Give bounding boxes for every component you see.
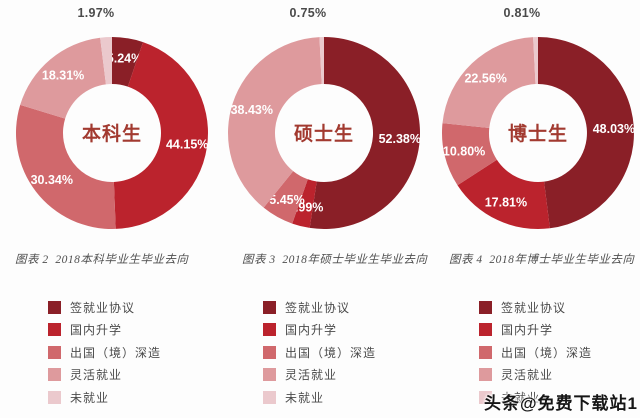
legend-label: 出国（境）深造	[70, 345, 162, 360]
chart-caption-undergraduate: 图表 2 2018本科毕业生毕业去向	[15, 254, 189, 266]
donut-center-label: 本科生	[82, 122, 142, 145]
legend-column-undergraduate: 签就业协议国内升学出国（境）深造 灵活就业未就业	[48, 296, 238, 409]
legend-label: 灵活就业	[285, 368, 338, 383]
legend-label: 国内升学	[285, 323, 338, 338]
legend-label: 国内升学	[501, 323, 554, 338]
legend-label: 未就业	[70, 390, 110, 405]
donut-chart-doctoral: 0.81% 48.03% 17.81% 10.80% 22.56% 博士生	[438, 0, 638, 240]
legend-swatch	[479, 323, 492, 337]
legend-swatch	[263, 390, 276, 404]
donut-segment-3	[20, 37, 106, 119]
legend-item-2: 出国（境）深造	[263, 341, 453, 364]
outside-percent-label: 0.81%	[503, 6, 541, 20]
legend-item-3: 灵活就业	[479, 364, 640, 387]
legend-swatch	[479, 300, 492, 314]
donut-segment-0	[538, 37, 634, 229]
legend-item-0: 签就业协议	[263, 296, 453, 319]
legend-swatch	[263, 368, 276, 382]
legend-swatch	[479, 368, 492, 382]
segment-percent-label: 38.43%	[231, 103, 273, 117]
donut-segment-4	[100, 36, 112, 85]
legend-item-2: 出国（境）深造	[479, 341, 640, 364]
segment-percent-label: 30.34%	[31, 173, 73, 187]
legend-label: 出国（境）深造	[285, 345, 377, 360]
legend-label: 签就业协议	[501, 300, 567, 315]
legend-swatch	[263, 300, 276, 314]
legend-label: 签就业协议	[70, 300, 136, 315]
donut-svg: 52.38%2.99%5.45%38.43%硕士生	[228, 37, 421, 229]
legend-item-0: 签就业协议	[479, 296, 640, 319]
legend-item-0: 签就业协议	[48, 296, 238, 319]
legend-item-1: 国内升学	[263, 319, 453, 342]
donut-svg: 48.03% 17.81% 10.80% 22.56% 博士生	[441, 36, 635, 229]
legend-item-2: 出国（境）深造	[48, 341, 238, 364]
watermark-text: 头条@免费下载站1	[483, 394, 638, 413]
donut-chart-undergraduate: 1.97% 5.24% 44.15% 30.34% 18.31% 本科生	[12, 0, 212, 240]
legend-column-doctoral: 签就业协议国内升学出国（境）深造 灵活就业未就业	[479, 296, 640, 409]
legend-column-master: 签就业协议国内升学出国（境）深造 灵活就业未就业	[263, 296, 453, 409]
donut-segment-4	[533, 36, 538, 85]
segment-percent-label: 48.03%	[593, 122, 635, 136]
legend-swatch	[263, 345, 276, 359]
legend-item-3: 灵活就业	[48, 364, 238, 387]
donut-center-label: 硕士生	[294, 122, 354, 145]
segment-percent-label: 52.38%	[379, 132, 421, 146]
legend-label: 未就业	[501, 390, 541, 405]
legend-swatch	[479, 390, 492, 404]
legend-swatch	[48, 368, 61, 382]
donut-segment-1	[457, 159, 550, 229]
donut-segment-2	[263, 171, 308, 224]
donut-segment-4	[319, 37, 324, 85]
segment-percent-label: 5.45%	[269, 193, 304, 207]
legend-label: 灵活就业	[501, 368, 554, 383]
donut-center-label: 博士生	[508, 122, 568, 145]
donut-segment-3	[442, 37, 536, 128]
segment-percent-label: 10.80%	[443, 144, 485, 158]
legend-swatch	[263, 323, 276, 337]
segment-percent-label: 17.81%	[485, 195, 527, 209]
legend-item-4: 未就业	[263, 386, 453, 409]
legend-label: 签就业协议	[285, 300, 351, 315]
legend-label: 出国（境）深造	[501, 345, 593, 360]
legend-item-1: 国内升学	[48, 319, 238, 342]
legend-item-3: 灵活就业	[263, 364, 453, 387]
legend-swatch	[48, 323, 61, 337]
chart-caption-doctoral: 图表 4 2018年博士毕业生毕业去向	[449, 254, 635, 266]
legend-label: 灵活就业	[70, 368, 123, 383]
donut-segment-2	[441, 123, 497, 186]
segment-percent-label: 44.15%	[166, 138, 208, 152]
donut-segment-2	[15, 104, 116, 230]
legend-item-1: 国内升学	[479, 319, 640, 342]
outside-percent-label: 1.97%	[77, 6, 115, 20]
legend-label: 未就业	[285, 390, 325, 405]
legend-item-4: 未就业	[479, 386, 640, 409]
segment-percent-label: 22.56%	[464, 71, 506, 85]
donut-segment-0	[309, 37, 420, 229]
donut-svg: 5.24% 44.15% 30.34% 18.31% 本科生	[15, 36, 208, 230]
donut-segment-0	[112, 37, 144, 87]
legend-label: 国内升学	[70, 323, 123, 338]
donut-segment-1	[292, 179, 317, 228]
donut-segment-3	[228, 37, 322, 208]
segment-percent-label: 18.31%	[42, 68, 84, 82]
chart-caption-master: 图表 3 2018年硕士毕业生毕业去向	[242, 254, 428, 266]
segment-percent-label: 5.24%	[107, 52, 142, 66]
legend-swatch	[479, 345, 492, 359]
legend-swatch	[48, 390, 61, 404]
outside-percent-label: 0.75%	[289, 6, 327, 20]
legend-swatch	[48, 300, 61, 314]
donut-chart-master: 0.75% 52.38% 2.99% 5.45% 38.43% 硕士生	[224, 0, 424, 240]
legend-item-4: 未就业	[48, 386, 238, 409]
donut-segment-1	[113, 42, 208, 229]
legend-swatch	[48, 345, 61, 359]
